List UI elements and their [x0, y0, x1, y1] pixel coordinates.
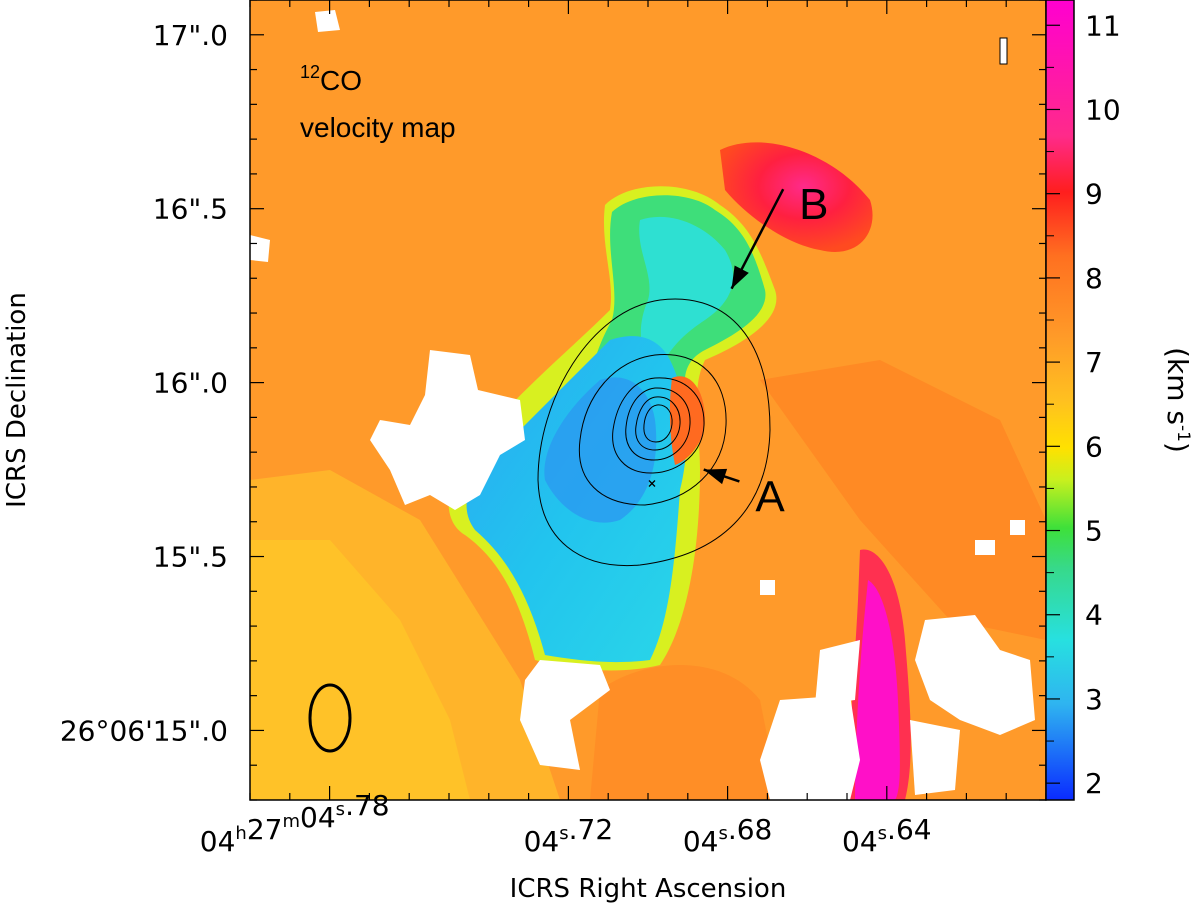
- x-axis-ticks: [249, 0, 1047, 800]
- x-tick-label: 04s.68: [683, 813, 773, 858]
- colorbar-gradient: [1045, 0, 1075, 801]
- colorbar-tick-label: 3: [1085, 683, 1103, 716]
- blank-patches: [250, 10, 1035, 800]
- lower-left-yellow-region: [250, 540, 470, 800]
- annotation-label: B: [799, 180, 828, 229]
- x-tick-label: 04s.72: [524, 813, 614, 858]
- cyan-arm-core: [639, 216, 734, 370]
- contour-6: [643, 404, 673, 443]
- blank-patch-top: [315, 10, 340, 32]
- blank-patch-south: [760, 695, 860, 800]
- blank-patch-south-2: [815, 640, 860, 705]
- orange-patch-east: [760, 360, 1046, 640]
- red-blob-north: [720, 142, 873, 252]
- blank-patch-east-2: [910, 720, 960, 795]
- annotations: AB: [703, 180, 829, 521]
- annotation-label: A: [755, 472, 785, 521]
- y-tick-label: 15".5: [153, 541, 228, 574]
- orange-patch-south: [590, 665, 780, 800]
- colorbar: [1045, 0, 1075, 801]
- map-title: velocity map: [300, 112, 456, 143]
- velocity-map: [250, 0, 1046, 800]
- blank-patch-south-west: [520, 660, 610, 770]
- intensity-contours: [537, 298, 771, 567]
- contour-2: [578, 353, 727, 506]
- magenta-streak-south: [855, 580, 900, 800]
- source-marker-stroke-2: [648, 480, 656, 487]
- colorbar-tick-label: 5: [1085, 515, 1103, 548]
- contour-4: [625, 387, 691, 461]
- y-axis-title: ICRS Declination: [2, 292, 32, 508]
- blank-patch-dot-2: [1010, 520, 1025, 535]
- y-tick-label: 16".5: [153, 193, 228, 226]
- colorbar-tick-label: 9: [1085, 178, 1103, 211]
- colorbar-tick-label: 7: [1085, 346, 1103, 379]
- colorbar-tick-label: 10: [1085, 93, 1121, 126]
- y-axis-tick-labels: 17".0 16".5 16".0 15".5 26°06'15".0: [60, 19, 228, 748]
- colorbar-tick-label: 2: [1085, 767, 1103, 800]
- map-title-species: 12CO: [300, 62, 362, 96]
- beam-ellipse: [308, 683, 352, 753]
- x-tick-label: 04h27m04s.78: [200, 789, 390, 858]
- colorbar-tick-label: 11: [1085, 9, 1121, 42]
- y-tick-label: 16".0: [153, 367, 228, 400]
- colorbar-tick-label: 4: [1085, 599, 1103, 632]
- x-axis-title: ICRS Right Ascension: [510, 874, 787, 904]
- annotation-arrow-head: [731, 265, 749, 289]
- colorbar-tick-label: 8: [1085, 262, 1103, 295]
- colorbar-label: (km s-1): [1161, 347, 1194, 453]
- annotation-arrow-head: [703, 468, 728, 485]
- contour-5: [635, 396, 681, 451]
- colorbar-ticks: 2 3 4 5 6 7 8 9 10 11: [1046, 9, 1121, 800]
- error-bar-marker: [999, 37, 1008, 65]
- blank-patch-west: [370, 350, 525, 510]
- y-axis-ticks: [250, 0, 1046, 801]
- source-marker: [648, 480, 656, 487]
- colorbar-tick-label: 6: [1085, 430, 1103, 463]
- blank-patch-dot-3: [760, 580, 775, 595]
- y-tick-label: 17".0: [153, 19, 228, 52]
- x-tick-label: 04s.64: [842, 813, 932, 858]
- x-axis-tick-labels: 04h27m04s.78 04s.72 04s.68 04s.64: [200, 789, 932, 858]
- contour-1: [537, 298, 771, 567]
- blank-patch-edge: [250, 235, 270, 262]
- red-core-A: [669, 376, 705, 465]
- blank-patch-dot-1: [975, 540, 995, 555]
- blank-patch-east: [915, 615, 1035, 735]
- contour-3: [612, 377, 705, 474]
- y-tick-label: 26°06'15".0: [60, 714, 228, 747]
